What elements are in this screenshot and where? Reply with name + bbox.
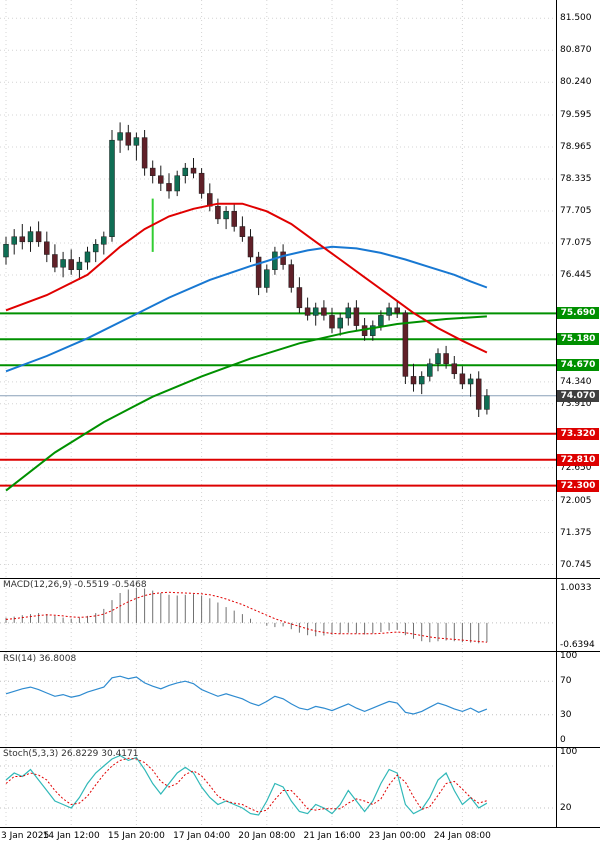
macd-indicator-label: MACD(12,26,9) -0.5519 -0.5468 — [3, 580, 147, 590]
stoch-indicator-label: Stoch(5,3,3) 26.8229 30.4171 — [3, 749, 139, 759]
rsi-indicator-label: RSI(14) 36.8008 — [3, 654, 77, 664]
